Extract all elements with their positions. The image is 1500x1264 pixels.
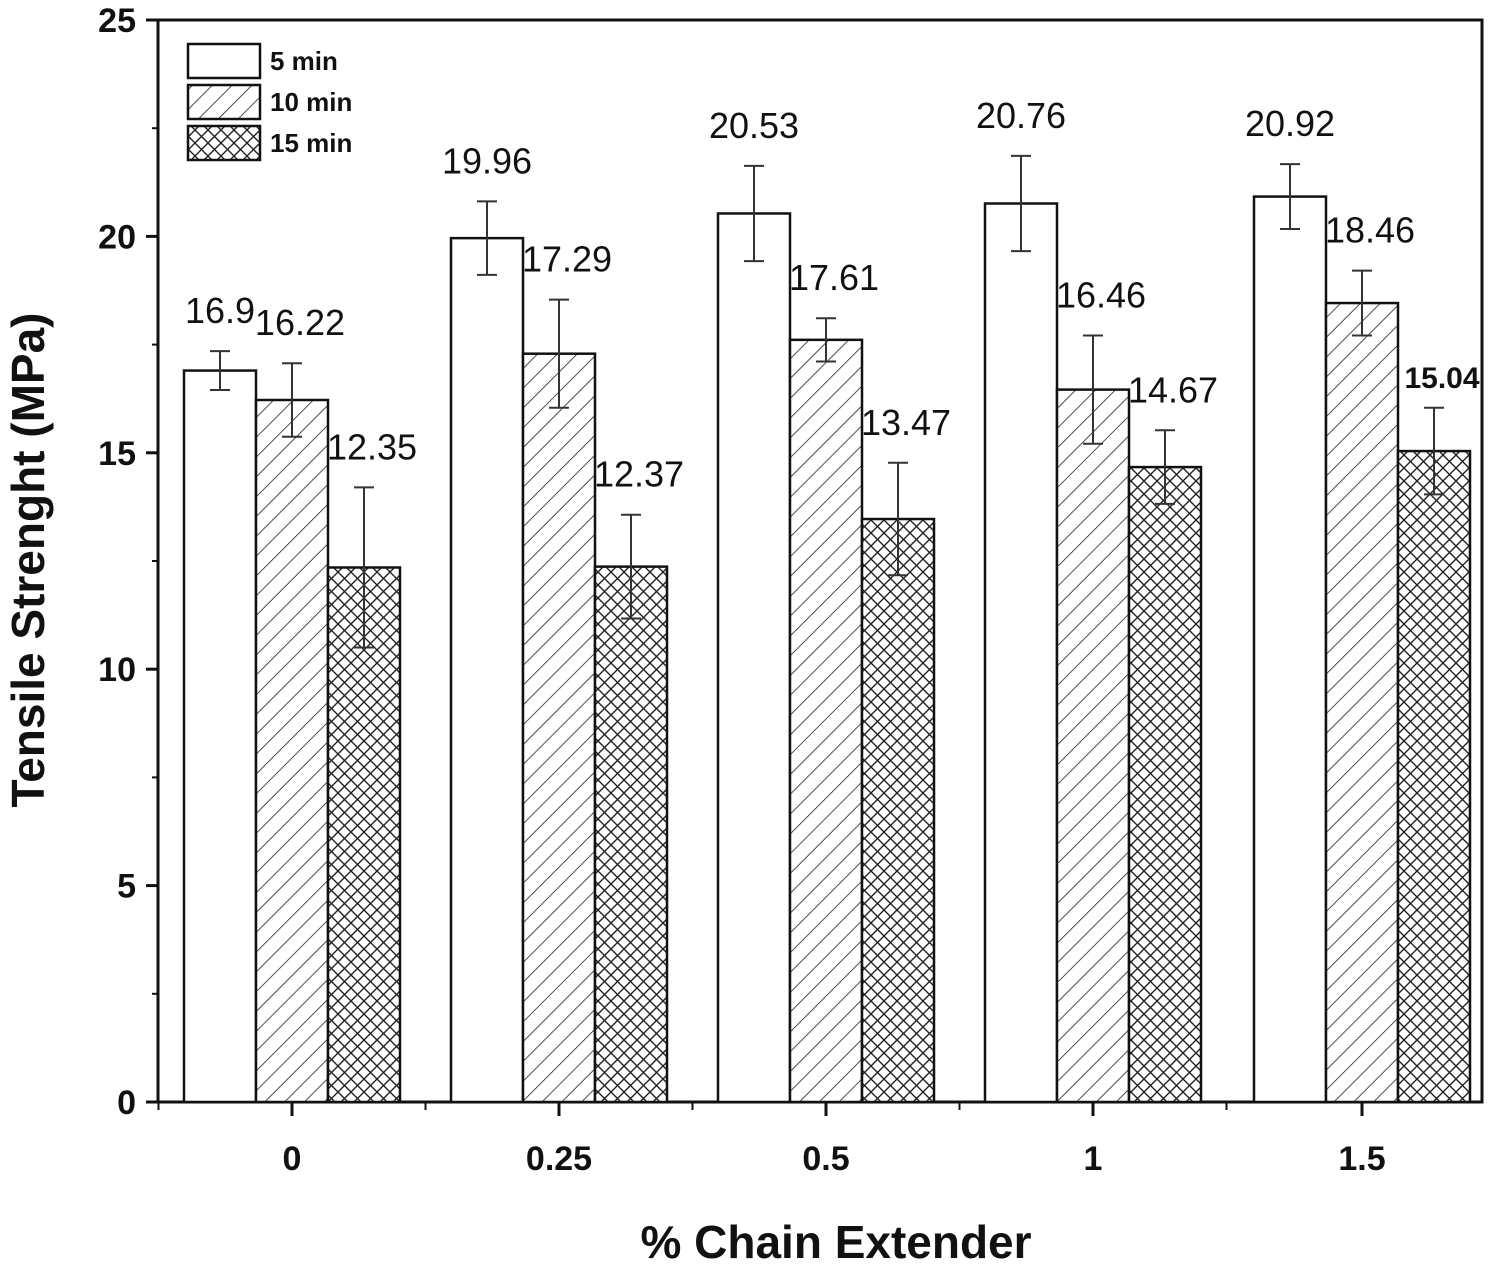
legend-label: 5 min: [270, 46, 338, 76]
data-labels: 16.9 19.96 20.53 20.76 20.92 16.22 17.29 17.61 1…: [185, 95, 1480, 495]
bar-15-min-0.5: [860, 517, 936, 1104]
bar-10-min-1: [1055, 388, 1131, 1104]
data-label: 20.76: [976, 95, 1066, 136]
data-label: 17.29: [522, 239, 612, 280]
legend-label: 10 min: [270, 87, 352, 117]
bars: [182, 154, 1472, 1104]
bar-5-min-1: [983, 202, 1059, 1104]
bar-5-min-1.5: [1252, 195, 1328, 1104]
bar-5-min-0.25: [449, 236, 525, 1104]
bar-15-min-0: [326, 566, 402, 1104]
y-tick-label: 15: [98, 435, 136, 473]
bar-10-min-1.5: [1324, 301, 1400, 1104]
bar-10-min-0.25: [521, 352, 597, 1104]
data-label: 14.67: [1128, 369, 1218, 410]
data-label: 19.96: [442, 140, 532, 181]
y-tick-label: 20: [98, 218, 136, 256]
y-axis: 0 5 10 15 20 25: [98, 2, 158, 1122]
data-label: 17.61: [789, 257, 879, 298]
x-axis-title: % Chain Extender: [640, 1216, 1031, 1264]
data-label: 16.9: [185, 290, 255, 331]
y-tick-label: 10: [98, 651, 136, 689]
x-axis: 0 0.25 0.5 1 1.5: [157, 1102, 1386, 1178]
legend-swatch: [186, 42, 262, 80]
x-tick-label: 1.5: [1338, 1140, 1385, 1178]
x-tick-label: 0: [283, 1140, 302, 1178]
data-label: 20.92: [1245, 103, 1335, 144]
legend-swatch: [186, 124, 262, 162]
legend-label: 15 min: [270, 128, 352, 158]
bar-15-min-0.25: [593, 565, 669, 1104]
y-tick-label: 5: [117, 868, 136, 906]
y-tick-label: 0: [117, 1084, 136, 1122]
bar-10-min-0: [254, 398, 330, 1104]
bar-15-min-1: [1127, 465, 1203, 1104]
data-label: 18.46: [1325, 210, 1415, 251]
data-label: 16.46: [1056, 275, 1146, 316]
legend: 5 min 10 min 15 min: [186, 42, 352, 162]
bar-5-min-0: [182, 369, 258, 1104]
data-label: 16.22: [255, 302, 345, 343]
x-tick-label: 0.25: [526, 1140, 592, 1178]
data-label: 12.37: [594, 454, 684, 495]
y-tick-label: 25: [98, 2, 136, 40]
legend-swatch: [186, 83, 262, 121]
data-label: 12.35: [327, 426, 417, 467]
x-tick-label: 0.5: [802, 1140, 849, 1178]
bar-15-min-1.5: [1396, 449, 1472, 1104]
y-axis-title: Tensile Strenght (MPa): [2, 313, 54, 808]
bar-5-min-0.5: [716, 212, 792, 1104]
data-label: 20.53: [709, 105, 799, 146]
data-label: 13.47: [861, 402, 951, 443]
x-tick-label: 1: [1084, 1140, 1103, 1178]
bar-10-min-0.5: [788, 338, 864, 1104]
data-label: 15.04: [1404, 362, 1479, 395]
